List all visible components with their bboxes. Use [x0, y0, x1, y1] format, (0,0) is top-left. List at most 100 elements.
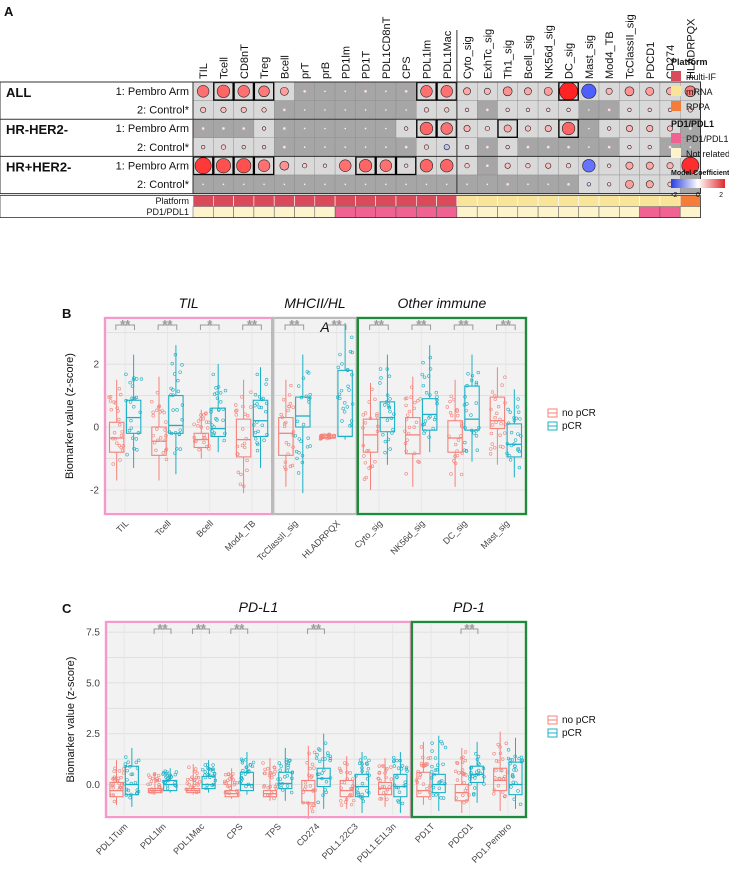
data-point	[421, 782, 426, 786]
data-point	[517, 465, 522, 470]
data-point	[272, 765, 276, 769]
data-point	[278, 768, 282, 772]
box	[447, 420, 463, 453]
data-point	[126, 788, 130, 793]
data-point	[346, 384, 350, 388]
heatmap-dot	[324, 183, 326, 186]
heatmap-dot	[202, 183, 204, 186]
data-point	[463, 758, 468, 763]
data-point	[112, 430, 117, 435]
data-point	[171, 408, 175, 412]
heatmap-dot	[627, 145, 632, 150]
heatmap-dot	[484, 125, 490, 132]
data-point	[500, 768, 504, 773]
data-point	[311, 803, 315, 807]
data-point	[169, 393, 173, 397]
heatmap-dot	[384, 90, 387, 93]
x-tick-label: HLADRPQX	[300, 518, 342, 560]
data-point	[476, 370, 480, 375]
heatmap-dot	[385, 109, 387, 111]
data-point	[518, 417, 522, 421]
data-point	[343, 401, 347, 405]
pd1-annotation-cell	[578, 206, 600, 218]
data-point	[157, 784, 162, 789]
data-point	[312, 750, 317, 755]
heatmap-group-label: HR-HER2-	[6, 122, 68, 137]
heatmap-dot	[364, 127, 367, 130]
heatmap-dot	[567, 182, 570, 186]
data-point	[392, 755, 396, 760]
data-point	[176, 378, 180, 383]
heatmap-dot	[303, 127, 306, 130]
heatmap-row-label: 2: Control*	[137, 105, 190, 117]
significance-marker: **	[247, 317, 258, 332]
data-point	[245, 468, 249, 473]
data-point	[389, 416, 394, 420]
box	[235, 418, 252, 458]
data-point	[124, 755, 128, 759]
data-point	[420, 372, 424, 377]
data-point	[283, 775, 287, 779]
heatmap-dot	[344, 90, 347, 93]
box	[431, 773, 446, 794]
data-point	[348, 349, 353, 354]
x-tick-label: Mod4_TB	[223, 518, 258, 553]
data-point	[255, 441, 259, 445]
data-point	[201, 417, 206, 421]
data-point	[203, 770, 208, 774]
data-point	[134, 437, 139, 441]
data-point	[400, 801, 405, 806]
data-point	[338, 352, 342, 357]
data-point	[416, 398, 420, 403]
data-point	[308, 392, 312, 397]
data-point	[418, 397, 422, 401]
data-point	[455, 408, 459, 412]
data-point	[241, 404, 245, 409]
heatmap-column-label: prB	[320, 62, 332, 79]
data-point	[404, 449, 408, 453]
significance-bracket	[284, 324, 305, 330]
data-point	[433, 756, 438, 760]
heatmap-dot	[440, 85, 453, 98]
data-point	[126, 760, 130, 764]
heatmap-dot	[261, 126, 267, 131]
annotation-border	[0, 195, 701, 219]
heatmap-dot	[667, 125, 674, 132]
heatmap-dot	[645, 86, 655, 96]
heatmap-dot	[240, 106, 247, 113]
data-point	[472, 793, 476, 797]
heatmap-dot	[279, 160, 290, 171]
data-point	[162, 410, 166, 415]
data-point	[490, 390, 495, 394]
data-point	[388, 397, 392, 401]
data-point	[253, 430, 258, 435]
data-point	[378, 778, 382, 783]
data-point	[338, 768, 343, 773]
data-point	[239, 472, 243, 477]
pd1-annotation-cell	[233, 206, 255, 218]
heatmap-dot	[443, 144, 450, 151]
y-axis-label: Biomarker value (z-score)	[64, 353, 76, 479]
data-point	[240, 759, 245, 763]
data-point	[130, 772, 135, 776]
legend-swatch	[671, 71, 681, 81]
legend-label: no pCR	[562, 408, 596, 419]
heatmap-dot	[647, 107, 652, 112]
heatmap-dot	[201, 127, 205, 130]
data-point	[430, 749, 434, 753]
data-point	[426, 756, 430, 760]
data-point	[421, 755, 425, 760]
data-point	[306, 436, 310, 440]
data-point	[406, 413, 410, 417]
data-point	[489, 431, 494, 436]
data-point	[155, 778, 160, 783]
data-point	[310, 774, 314, 778]
data-point	[377, 764, 382, 768]
data-point	[242, 441, 247, 446]
significance-marker: **	[458, 317, 469, 332]
data-point	[392, 412, 396, 416]
heatmap-dot	[544, 125, 552, 132]
data-point	[498, 444, 503, 449]
data-point	[400, 764, 405, 768]
data-point	[115, 406, 119, 410]
